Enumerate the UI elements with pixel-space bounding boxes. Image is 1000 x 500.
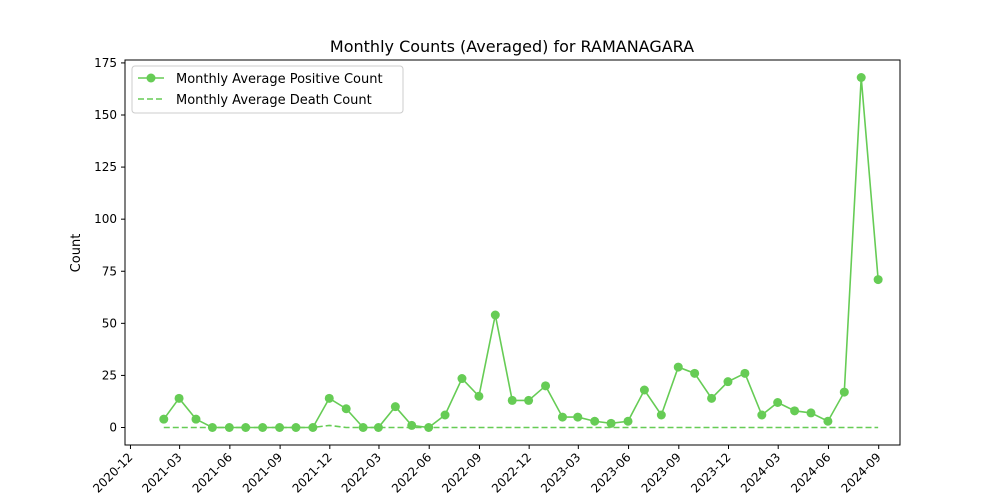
x-tick-label: 2022-03 [339,450,384,495]
data-point [707,393,717,403]
x-tick-label: 2022-06 [389,450,434,495]
x-tick-label: 2024-06 [788,450,833,495]
legend-label-1: Monthly Average Positive Count [176,72,383,87]
data-point [474,391,484,401]
data-point [623,416,633,426]
y-axis-label: Count [69,234,84,273]
data-point [856,73,866,82]
data-point [573,412,583,422]
data-point [873,275,883,285]
data-point [723,377,733,387]
data-point [673,362,683,372]
y-tick-label: 100 [94,212,117,226]
legend-marker [146,73,156,83]
data-point [806,408,816,418]
x-tick-label: 2020-12 [90,450,135,495]
chart-title: Monthly Counts (Averaged) for RAMANAGARA [330,37,694,56]
data-point [590,416,600,426]
data-point [740,368,750,378]
legend-label-2: Monthly Average Death Count [176,93,372,108]
data-point [839,387,849,397]
data-point [639,385,649,395]
x-tick-label: 2024-03 [738,450,783,495]
x-tick-label: 2021-09 [240,450,285,495]
data-point [258,423,268,432]
x-tick-label: 2024-09 [838,450,883,495]
data-point [606,418,616,428]
data-point [457,374,467,384]
plot-area [159,73,883,432]
x-tick-label: 2022-12 [489,450,534,495]
y-tick-label: 175 [94,56,117,70]
data-point [790,406,800,416]
y-tick-label: 150 [94,108,117,122]
data-point [557,412,567,422]
data-point [757,410,767,420]
x-tick-label: 2021-06 [190,450,235,495]
data-point [507,395,517,405]
data-point [291,423,301,432]
x-tick-label: 2021-03 [139,450,184,495]
y-tick-label: 125 [94,160,117,174]
data-point [773,398,783,407]
data-point [823,416,833,426]
x-tick-label: 2023-06 [588,450,633,495]
data-point [440,410,450,420]
legend: Monthly Average Positive Count Monthly Av… [131,65,404,114]
data-point [656,410,666,420]
data-point [390,402,400,412]
data-point [324,393,334,403]
data-point [524,395,534,405]
data-point [373,423,383,432]
y-tick-label: 0 [109,421,117,435]
legend-box [131,65,404,114]
data-point [191,414,201,424]
data-point [690,368,700,378]
data-point [490,310,500,320]
x-tick-label: 2023-03 [538,450,583,495]
y-tick-label: 50 [102,316,117,330]
y-tick-label: 25 [102,368,117,382]
x-tick-label: 2023-12 [688,450,733,495]
x-tick-label: 2021-12 [290,450,335,495]
data-point [159,414,169,424]
y-tick-label: 75 [102,264,117,278]
x-tick-label: 2022-09 [439,450,484,495]
x-tick-label: 2023-09 [639,450,684,495]
plot-frame [124,59,901,446]
data-point [407,420,417,430]
series-line-2 [163,424,879,429]
series-line-1 [163,77,879,429]
data-point [174,393,184,403]
data-point [541,381,551,391]
data-point [341,404,351,414]
data-point [275,423,285,432]
